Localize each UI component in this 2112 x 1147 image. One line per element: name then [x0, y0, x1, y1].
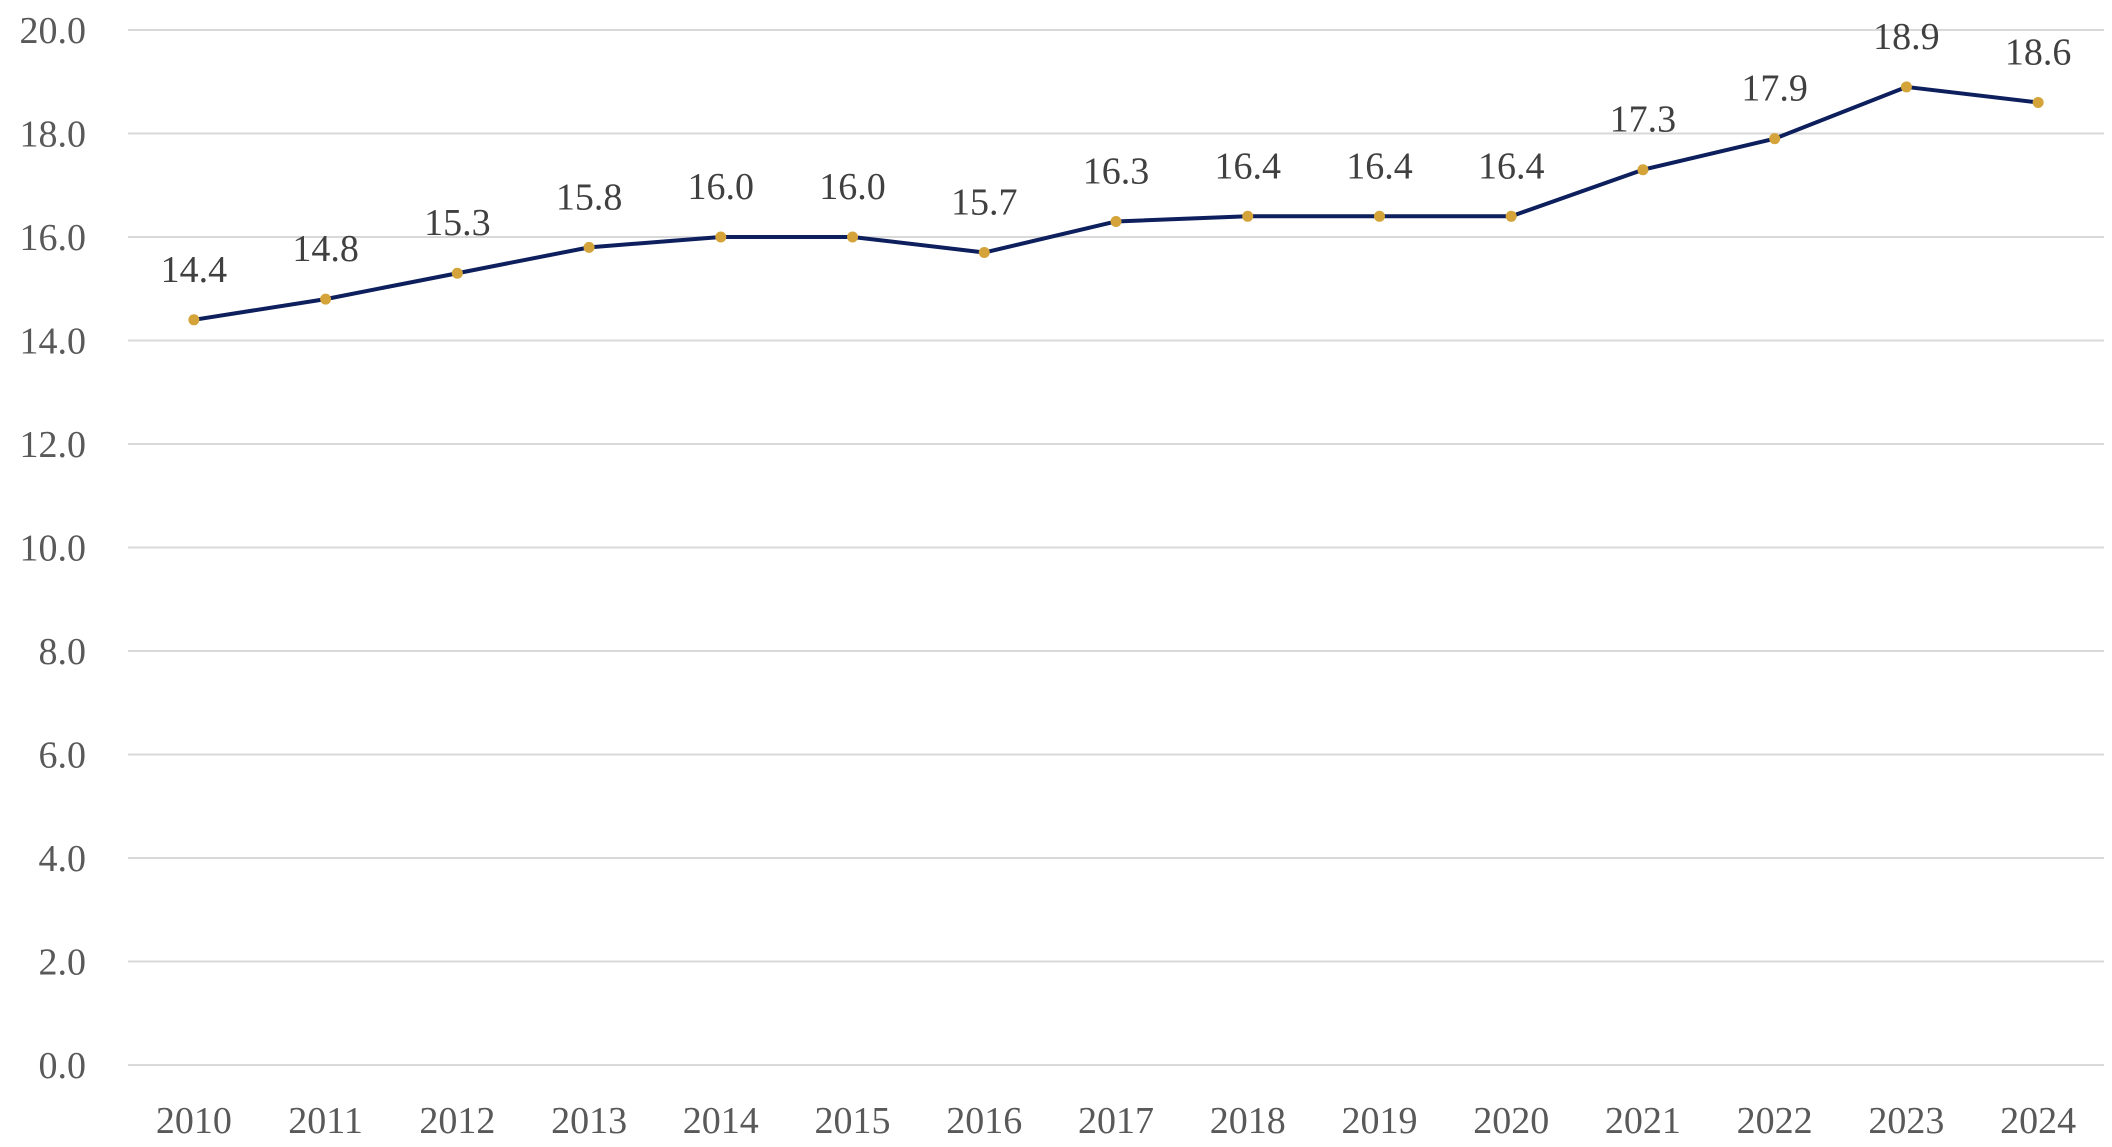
y-tick-label: 18.0 [20, 114, 87, 156]
series-layer [188, 81, 2044, 326]
data-point [451, 267, 463, 279]
data-label: 15.8 [556, 176, 623, 218]
data-point [1242, 210, 1254, 222]
y-tick-label: 14.0 [20, 321, 87, 363]
data-point [1110, 215, 1122, 227]
data-point [978, 247, 990, 259]
data-point [1373, 210, 1385, 222]
x-tick-label: 2013 [551, 1100, 627, 1142]
x-tick-label: 2010 [156, 1100, 232, 1142]
x-tick-label: 2020 [1473, 1100, 1549, 1142]
data-label: 15.7 [951, 182, 1018, 224]
data-point [1900, 81, 1912, 93]
data-label: 15.3 [424, 202, 491, 244]
x-tick-label: 2015 [815, 1100, 891, 1142]
y-tick-label: 0.0 [39, 1045, 87, 1087]
data-label: 16.4 [1478, 145, 1545, 187]
data-label: 17.3 [1610, 99, 1677, 141]
data-label: 14.8 [292, 228, 359, 270]
x-tick-label: 2023 [1868, 1100, 1944, 1142]
y-tick-label: 12.0 [20, 424, 87, 466]
x-tick-label: 2022 [1737, 1100, 1813, 1142]
x-tick-label: 2011 [288, 1100, 363, 1142]
data-point [847, 231, 859, 243]
data-point [1637, 164, 1649, 176]
x-tick-label: 2024 [2000, 1100, 2076, 1142]
x-tick-label: 2012 [419, 1100, 495, 1142]
data-label: 16.4 [1214, 145, 1281, 187]
data-point [188, 314, 200, 326]
data-label: 16.4 [1346, 145, 1413, 187]
y-tick-label: 2.0 [39, 942, 87, 984]
data-labels: 14.4 14.8 15.3 15.8 16.0 16.0 15.7 16.3 16.4 16.4… [161, 16, 2072, 291]
data-point [583, 241, 595, 253]
y-axis-ticks: 0.0 2.0 4.0 6.0 8.0 10.0 12.0 14.0 16.0 18.0 20.0 [20, 10, 87, 1087]
x-tick-label: 2019 [1341, 1100, 1417, 1142]
x-tick-label: 2018 [1210, 1100, 1286, 1142]
data-label: 18.9 [1873, 16, 1940, 58]
data-point [715, 231, 727, 243]
y-tick-label: 10.0 [20, 528, 87, 570]
x-tick-label: 2016 [946, 1100, 1022, 1142]
data-label: 18.6 [2005, 31, 2072, 73]
x-axis-ticks: 2010 2011 2012 2013 2014 2015 2016 2017 2018 2019… [156, 1100, 2076, 1142]
data-label: 16.3 [1083, 150, 1150, 192]
data-label: 14.4 [161, 249, 228, 291]
data-label: 16.0 [819, 166, 886, 208]
y-tick-label: 6.0 [39, 735, 87, 777]
data-label: 16.0 [688, 166, 755, 208]
y-tick-label: 16.0 [20, 217, 87, 259]
y-tick-label: 4.0 [39, 838, 87, 880]
data-point [2032, 96, 2044, 108]
data-label: 17.9 [1741, 68, 1808, 110]
data-point [320, 293, 332, 305]
x-tick-label: 2017 [1078, 1100, 1154, 1142]
data-point [1505, 210, 1517, 222]
x-tick-label: 2014 [683, 1100, 759, 1142]
data-point [1769, 133, 1781, 145]
y-tick-label: 20.0 [20, 10, 87, 52]
x-tick-label: 2021 [1605, 1100, 1681, 1142]
y-tick-label: 8.0 [39, 631, 87, 673]
